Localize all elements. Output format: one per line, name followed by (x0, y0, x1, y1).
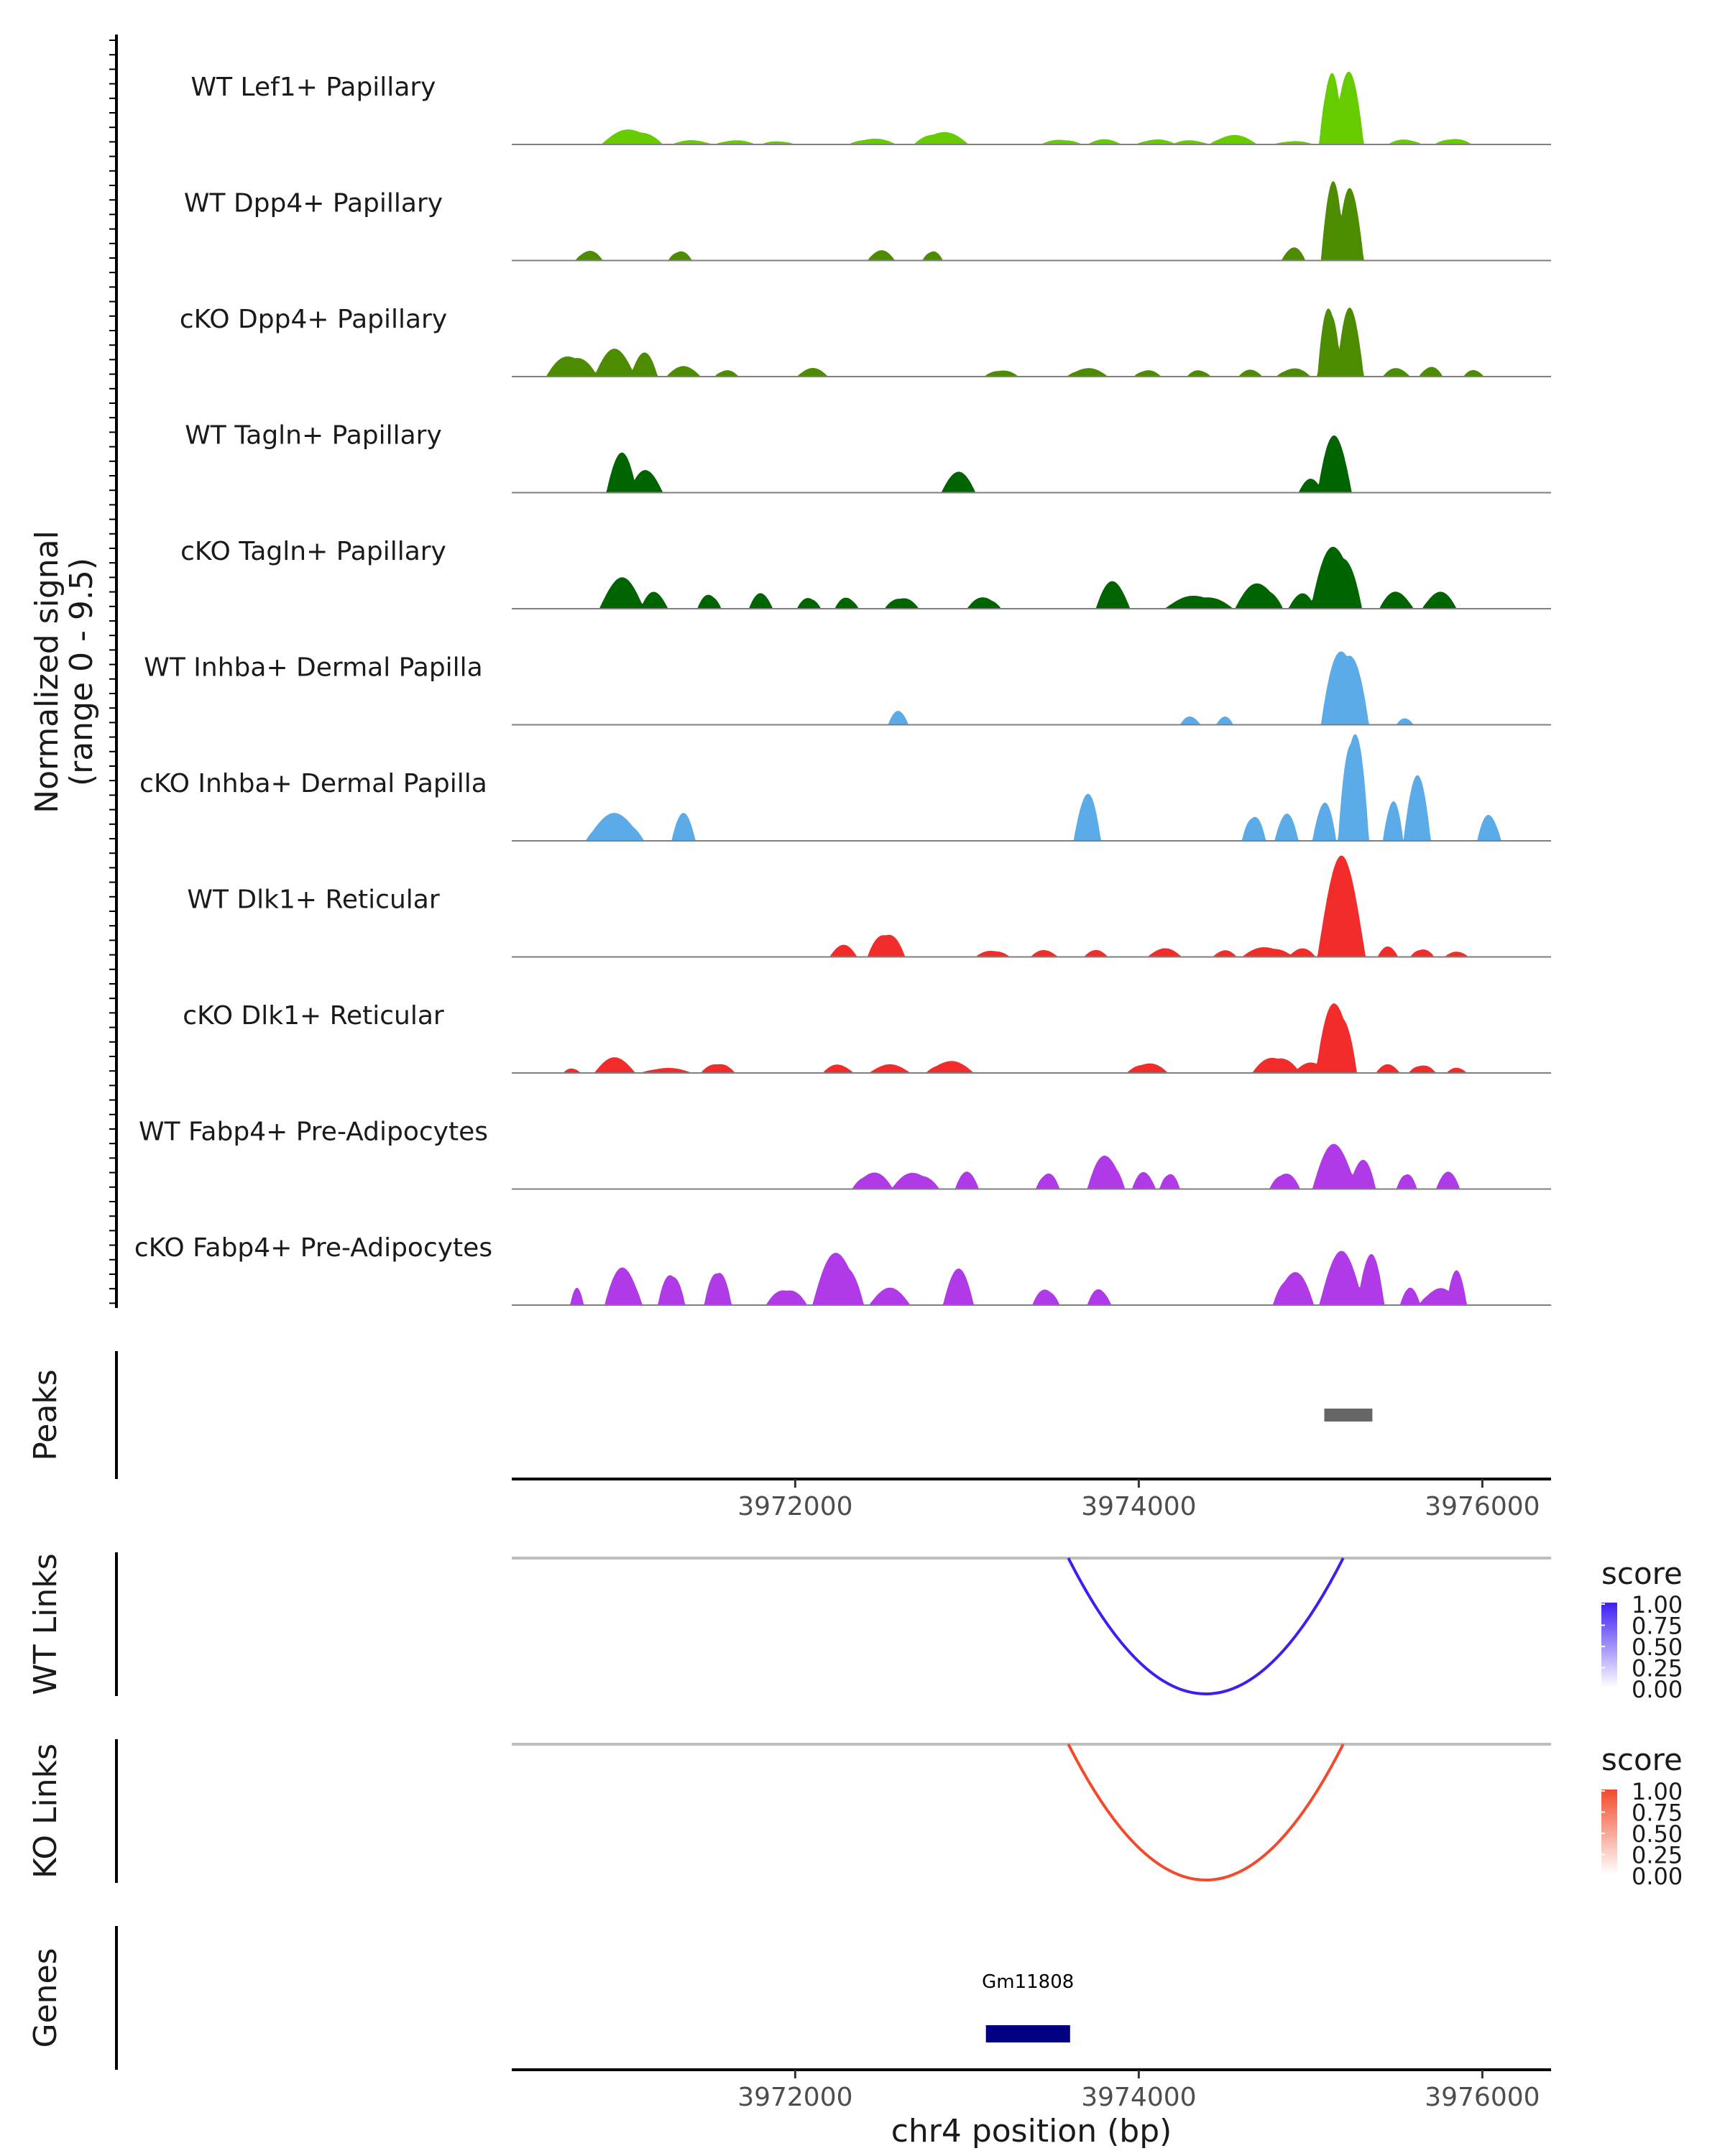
gene-body (985, 2025, 1070, 2042)
wt-link-arc (1067, 1557, 1345, 1695)
track-label: cKO Tagln+ Papillary (180, 537, 446, 566)
coverage-signal-area (512, 546, 1551, 609)
track-label: WT Inhba+ Dermal Papilla (144, 653, 482, 683)
coverage-signal-area (512, 435, 1551, 493)
track-label: WT Dlk1+ Reticular (187, 885, 439, 915)
ko-legend-ticks: 1.000.750.500.250.00 (1601, 1778, 1683, 1890)
coverage-signal-area (512, 855, 1551, 957)
x-tick-label: 3976000 (1425, 2083, 1540, 2112)
ko-score-legend: score 1.000.750.500.250.00 (1601, 1742, 1683, 1890)
coverage-signal-area (512, 307, 1551, 377)
peaks-panel: Peaks 3972000 3974000 3976000 (27, 1351, 1551, 1521)
track-label: WT Tagln+ Papillary (185, 421, 442, 451)
coverage-track: cKO Fabp4+ Pre-Adipocytes (134, 1233, 1551, 1306)
track-label: cKO Fabp4+ Pre-Adipocytes (134, 1233, 492, 1263)
wt-links-title: WT Links (27, 1553, 64, 1695)
legend-tick-label: 0.25 (1632, 1655, 1683, 1682)
track-label: WT Dpp4+ Papillary (184, 189, 443, 218)
coverage-signal-area (512, 734, 1551, 841)
legend-tick-label: 0.75 (1632, 1800, 1683, 1827)
track-label: WT Fabp4+ Pre-Adipocytes (139, 1118, 488, 1147)
ko-legend-title: score (1601, 1742, 1683, 1777)
x-tick-label: 3976000 (1425, 1492, 1540, 1521)
track-label: cKO Dpp4+ Papillary (180, 305, 447, 334)
wt-links-panel: WT Links (27, 1552, 1551, 1696)
wt-score-legend: score 1.000.750.500.250.00 (1601, 1556, 1683, 1703)
wt-legend-colorbar (1601, 1603, 1617, 1687)
wt-legend-ticks: 1.000.750.500.250.00 (1601, 1591, 1683, 1703)
peak-regions (1324, 1409, 1373, 1422)
coverage-signal-area (512, 71, 1551, 144)
legend-tick-label: 0.50 (1632, 1820, 1683, 1848)
coverage-y-range: (range 0 - 9.5) (63, 558, 100, 786)
coverage-signal-area (512, 181, 1551, 261)
track-label: cKO Dlk1+ Reticular (183, 1001, 444, 1031)
x-tick-label: 3974000 (1081, 2083, 1196, 2112)
genes-title: Genes (27, 1948, 64, 2047)
wt-legend-title: score (1601, 1556, 1683, 1591)
legend-tick-label: 0.50 (1632, 1634, 1683, 1661)
x-tick-label: 3974000 (1081, 1492, 1196, 1521)
track-label: cKO Inhba+ Dermal Papilla (139, 769, 487, 798)
coverage-panel: Normalized signal (range 0 - 9.5) WT Lef… (29, 34, 1551, 1308)
ko-links-title: KO Links (27, 1743, 64, 1879)
ko-link-arc (1067, 1743, 1345, 1881)
coverage-track: WT Fabp4+ Pre-Adipocytes (139, 1118, 1551, 1190)
coverage-signal-area (512, 1143, 1551, 1189)
coverage-track: WT Dpp4+ Papillary (184, 181, 1551, 262)
legend-tick-label: 0.00 (1632, 1676, 1683, 1703)
legend-tick-label: 0.75 (1632, 1613, 1683, 1640)
coverage-track: WT Lef1+ Papillary (191, 71, 1551, 145)
gene-label: Gm11808 (982, 1971, 1074, 1993)
coverage-track: WT Inhba+ Dermal Papilla (144, 651, 1551, 726)
legend-tick-label: 1.00 (1632, 1778, 1683, 1805)
legend-tick-label: 0.25 (1632, 1842, 1683, 1869)
coverage-track: cKO Dlk1+ Reticular (183, 1001, 1551, 1074)
ko-links-panel: KO Links (27, 1739, 1551, 1883)
peaks-title: Peaks (27, 1369, 64, 1460)
x-axis-title: chr4 position (bp) (891, 2113, 1172, 2150)
peak-region (1324, 1409, 1373, 1422)
coverage-signal-area (512, 651, 1551, 725)
coverage-tracks: WT Lef1+ Papillary WT Dpp4+ Papillary cKO … (134, 71, 1551, 1306)
ko-legend-colorbar (1601, 1789, 1617, 1874)
genes-panel: Genes Gm11808 3972000 3974000 3976000 chr4… (27, 1926, 1551, 2150)
coverage-signal-area (512, 1003, 1551, 1073)
coverage-y-title: Normalized signal (29, 530, 65, 814)
coverage-track: cKO Tagln+ Papillary (180, 537, 1551, 609)
legend-tick-label: 1.00 (1632, 1591, 1683, 1618)
coverage-signal-area (512, 1250, 1551, 1305)
coverage-track: cKO Inhba+ Dermal Papilla (139, 734, 1551, 842)
bottom-x-ticks: 3972000 3974000 3976000 (737, 2070, 1540, 2112)
x-tick-label: 3972000 (737, 2083, 852, 2112)
coverage-track: cKO Dpp4+ Papillary (180, 305, 1551, 377)
coverage-y-ticks (109, 40, 116, 1304)
legend-tick-label: 0.00 (1632, 1863, 1683, 1890)
x-tick-label: 3972000 (737, 1492, 852, 1521)
top-x-ticks: 3972000 3974000 3976000 (737, 1479, 1540, 1521)
track-label: WT Lef1+ Papillary (191, 73, 436, 102)
coverage-track: WT Dlk1+ Reticular (187, 855, 1551, 958)
coverage-track: WT Tagln+ Papillary (185, 421, 1551, 494)
